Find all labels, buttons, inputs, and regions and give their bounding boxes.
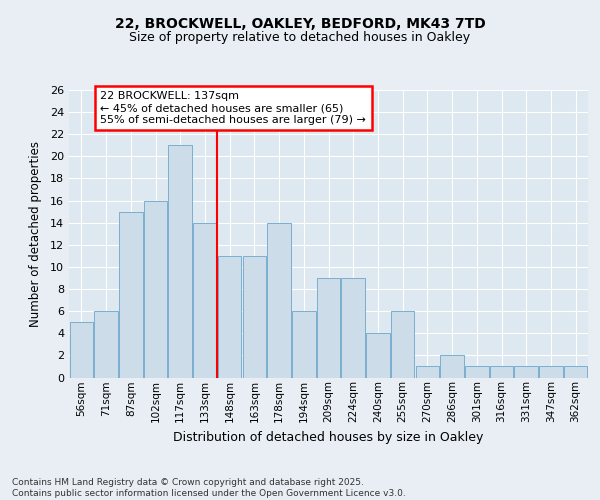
Bar (564, 366, 587, 378)
Text: Contains HM Land Registry data © Crown copyright and database right 2025.
Contai: Contains HM Land Registry data © Crown c… (12, 478, 406, 498)
Bar (440, 356, 464, 378)
Bar (292, 311, 316, 378)
Bar (242, 256, 266, 378)
Bar (94, 311, 118, 378)
Bar (268, 222, 291, 378)
Bar (391, 311, 415, 378)
Bar (169, 146, 192, 378)
Bar (514, 366, 538, 378)
Text: Size of property relative to detached houses in Oakley: Size of property relative to detached ho… (130, 31, 470, 44)
Y-axis label: Number of detached properties: Number of detached properties (29, 141, 41, 327)
Bar (539, 366, 563, 378)
Bar (70, 322, 93, 378)
Bar (317, 278, 340, 378)
Bar (465, 366, 488, 378)
Text: 22, BROCKWELL, OAKLEY, BEDFORD, MK43 7TD: 22, BROCKWELL, OAKLEY, BEDFORD, MK43 7TD (115, 18, 485, 32)
Bar (490, 366, 513, 378)
Bar (119, 212, 143, 378)
Bar (193, 222, 217, 378)
Bar (341, 278, 365, 378)
Bar (218, 256, 241, 378)
X-axis label: Distribution of detached houses by size in Oakley: Distribution of detached houses by size … (173, 430, 484, 444)
Bar (416, 366, 439, 378)
Bar (144, 200, 167, 378)
Bar (366, 334, 389, 378)
Text: 22 BROCKWELL: 137sqm
← 45% of detached houses are smaller (65)
55% of semi-detac: 22 BROCKWELL: 137sqm ← 45% of detached h… (100, 92, 366, 124)
